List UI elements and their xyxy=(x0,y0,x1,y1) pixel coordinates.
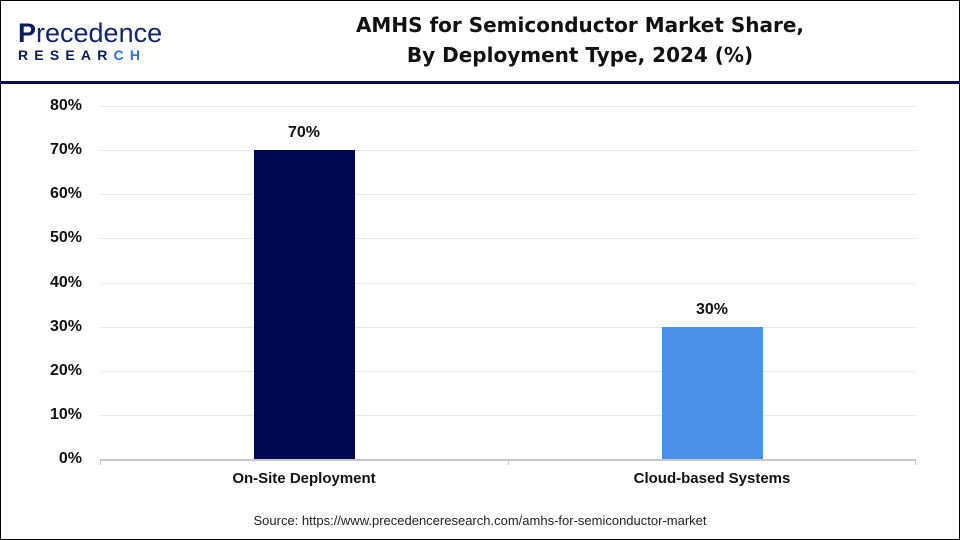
gridline xyxy=(100,150,916,152)
gridline xyxy=(100,194,916,196)
logo-subtitle-main: RESEAR xyxy=(18,47,114,63)
gridline xyxy=(100,414,916,416)
gridline xyxy=(100,326,916,328)
y-tick-label: 50% xyxy=(49,229,82,247)
bar-on-site-deployment xyxy=(253,150,355,459)
logo-wordmark: Precedence xyxy=(18,18,168,48)
x-tick-mark xyxy=(915,459,916,465)
y-tick-label: 30% xyxy=(49,317,82,335)
logo-subtitle-accent: CH xyxy=(113,47,147,63)
chart-title-line2: By Deployment Type, 2024 (%) xyxy=(406,43,754,67)
gridline xyxy=(100,370,916,372)
y-tick-label: 40% xyxy=(49,273,82,291)
gridline xyxy=(100,106,916,107)
y-tick-label: 0% xyxy=(58,450,82,467)
bar-value-label: 70% xyxy=(287,124,321,142)
y-tick-label: 80% xyxy=(49,97,82,114)
x-tick-mark xyxy=(508,459,509,465)
plot-area: 70% 30% xyxy=(100,106,916,465)
y-tick-label: 20% xyxy=(49,361,82,379)
gridline xyxy=(100,238,916,240)
x-category-label: Cloud-based Systems xyxy=(633,470,791,487)
chart-title: AMHS for Semiconductor Market Share, By … xyxy=(330,10,830,70)
y-tick-label: 60% xyxy=(49,185,82,203)
bar-value-label: 30% xyxy=(695,300,729,318)
gridline xyxy=(100,282,916,284)
x-category-label: On-Site Deployment xyxy=(232,470,376,487)
header-divider xyxy=(0,81,960,84)
y-tick-label: 10% xyxy=(49,405,82,423)
logo-initial: P xyxy=(18,18,37,48)
chart-title-line1: AMHS for Semiconductor Market Share, xyxy=(355,13,805,37)
logo-subtitle: RESEARCH xyxy=(18,47,168,63)
precedence-research-logo: Precedence RESEARCH xyxy=(18,20,168,64)
bar-cloud-based-systems xyxy=(661,326,763,459)
x-tick-mark xyxy=(100,459,101,465)
logo-name: recedence xyxy=(36,18,163,48)
header: Precedence RESEARCH AMHS for Semiconduct… xyxy=(0,0,960,82)
source-note: Source: https://www.precedenceresearch.c… xyxy=(253,513,707,528)
y-tick-label: 70% xyxy=(49,141,82,159)
